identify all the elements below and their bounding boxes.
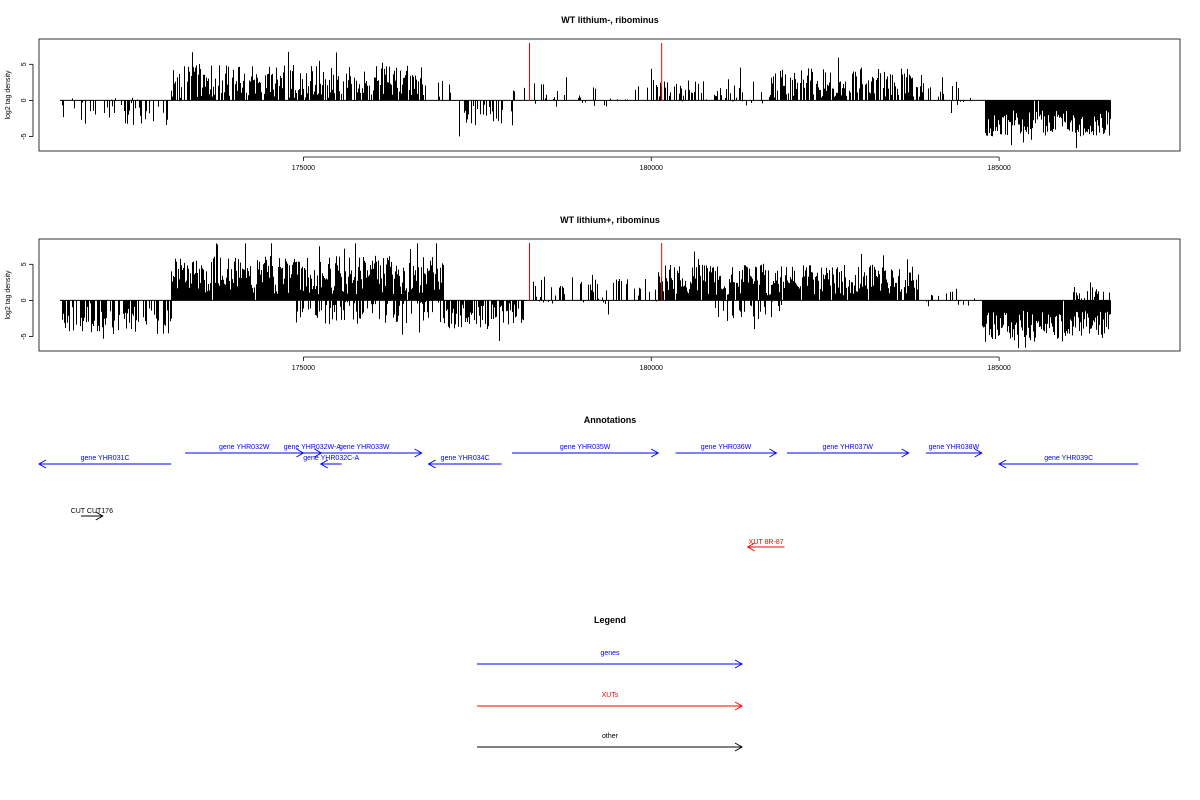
feature-label: gene YHR037W [823, 444, 874, 451]
feature-label: gene YHR032C-A [303, 455, 359, 462]
gene-feature: gene YHR034C [427, 455, 502, 469]
strand-arrowhead [769, 448, 778, 458]
y-tick-label: 5 [21, 62, 28, 66]
feature-label: gene YHR032W-A [284, 444, 342, 451]
legend-item: genes [477, 650, 744, 669]
legend: Legend genes XUTs other [477, 615, 744, 752]
feature-label: gene YHR033W [339, 444, 390, 451]
legend-arrowhead [734, 701, 744, 711]
plot-frame [38, 38, 1181, 152]
y-axis-label: log2 tag density [5, 70, 12, 120]
feature-label: gene YHR038W [929, 444, 980, 451]
strand-arrowhead [427, 459, 436, 469]
legend-label: genes [600, 650, 620, 657]
tag-density-bars [59, 43, 1111, 149]
gene-feature: gene YHR037W [786, 444, 910, 458]
legend-arrowhead [734, 742, 744, 752]
y-tick-label: 0 [21, 298, 28, 302]
feature-label: gene YHR036W [701, 444, 752, 451]
gene-feature: gene YHR033W [306, 444, 423, 458]
feature-label: gene YHR034C [441, 455, 490, 462]
track-panel-lithium-plus: WT lithium+, ribominus log2 tag density … [5, 215, 1181, 372]
x-tick-label: 175000 [292, 165, 315, 172]
feature-label: gene YHR032W [219, 444, 270, 451]
legend-label: XUTs [602, 692, 619, 699]
gene-feature: gene YHR032C-A [303, 455, 359, 469]
strand-arrowhead [319, 459, 329, 469]
plot-frame [38, 238, 1181, 352]
feature-label: XUT 8R-87 [749, 539, 784, 546]
y-tick-label: 0 [21, 98, 28, 102]
xut-feature: XUT 8R-87 [746, 539, 785, 552]
x-tick-label: 185000 [987, 165, 1010, 172]
feature-label: gene YHR039C [1044, 455, 1093, 462]
x-tick-label: 185000 [987, 365, 1010, 372]
y-tick-label: -5 [21, 333, 28, 339]
annotations-panel: Annotations gene YHR031C gene YHR032W gene… [37, 415, 1139, 552]
feature-label: gene YHR035W [560, 444, 611, 451]
legend-title: Legend [594, 615, 626, 625]
legend-item: other [477, 733, 744, 752]
track-title: WT lithium+, ribominus [560, 215, 660, 225]
y-axis-label: log2 tag density [5, 270, 12, 320]
feature-label: gene YHR031C [81, 455, 130, 462]
axes: -5 0 5 175000 180000 185000 [21, 262, 1011, 372]
gene-feature: gene YHR035W [512, 444, 660, 458]
x-tick-label: 175000 [292, 365, 315, 372]
axes: -5 0 5 175000 180000 185000 [21, 62, 1011, 172]
gene-feature: gene YHR036W [675, 444, 778, 458]
track-title: WT lithium-, ribominus [561, 15, 659, 25]
strand-arrowhead [37, 459, 47, 469]
y-tick-label: 5 [21, 262, 28, 266]
y-tick-label: -5 [21, 133, 28, 139]
strand-arrowhead [901, 448, 910, 458]
other-feature: CUT CUT176 [71, 508, 113, 521]
gene-feature: gene YHR031C [37, 455, 172, 469]
strand-arrowhead [95, 511, 104, 521]
legend-item: XUTs [477, 692, 744, 711]
x-tick-label: 180000 [640, 165, 663, 172]
strand-arrowhead [746, 542, 756, 552]
strand-arrowhead [974, 448, 983, 458]
gene-feature: gene YHR038W [926, 444, 983, 458]
track-panel-lithium-minus: WT lithium-, ribominus log2 tag density … [5, 15, 1181, 172]
x-tick-label: 180000 [640, 365, 663, 372]
legend-arrowhead [734, 659, 744, 669]
strand-arrowhead [650, 448, 660, 458]
feature-label: CUT CUT176 [71, 508, 113, 515]
legend-items: genes XUTs other [477, 650, 744, 752]
strand-arrowhead [998, 459, 1007, 469]
strand-arrowhead [414, 448, 423, 458]
tag-density-bars [59, 243, 1111, 349]
legend-label: other [602, 733, 619, 740]
annotations-title: Annotations [584, 415, 637, 425]
gene-feature: gene YHR039C [998, 455, 1139, 469]
